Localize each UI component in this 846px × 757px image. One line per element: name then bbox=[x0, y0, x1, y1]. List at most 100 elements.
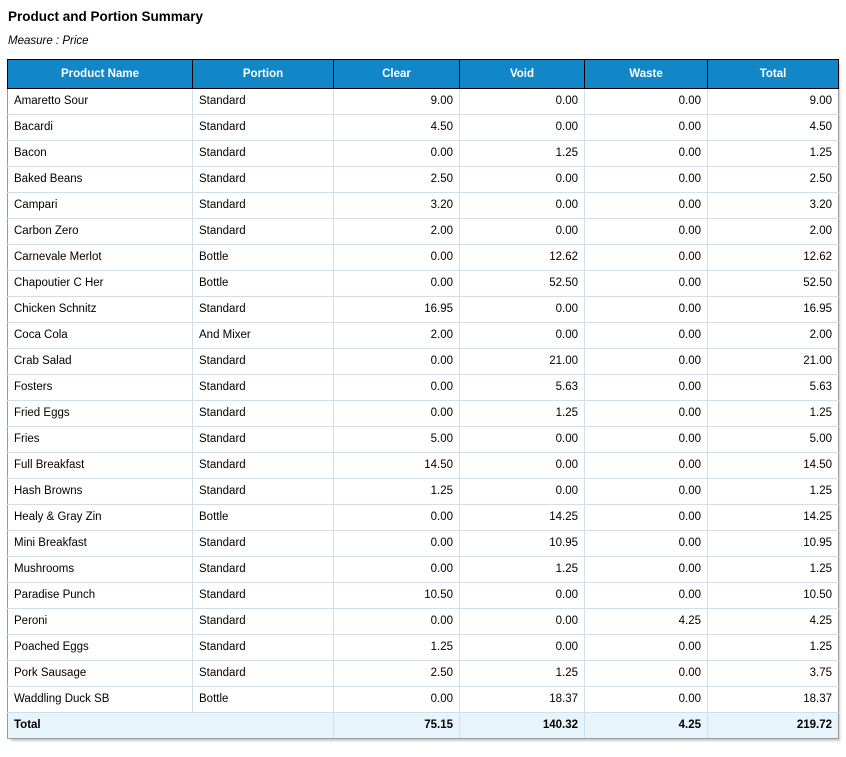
portion-cell: Standard bbox=[192, 192, 334, 219]
total-cell: 14.25 bbox=[707, 504, 839, 531]
table-body: Amaretto Sour Standard 9.00 0.00 0.00 9.… bbox=[7, 88, 839, 713]
waste-cell: 0.00 bbox=[584, 556, 708, 583]
total-cell: 5.00 bbox=[707, 426, 839, 453]
waste-cell: 0.00 bbox=[584, 504, 708, 531]
total-cell: 1.25 bbox=[707, 140, 839, 167]
portion-cell: Standard bbox=[192, 296, 334, 323]
waste-cell: 4.25 bbox=[584, 608, 708, 635]
waste-cell: 0.00 bbox=[584, 478, 708, 505]
waste-cell: 0.00 bbox=[584, 140, 708, 167]
waste-cell: 0.00 bbox=[584, 192, 708, 219]
waste-cell: 0.00 bbox=[584, 452, 708, 479]
clear-cell: 0.00 bbox=[333, 348, 460, 375]
total-total-value: 219.72 bbox=[707, 712, 839, 739]
void-cell: 14.25 bbox=[459, 504, 585, 531]
clear-cell: 0.00 bbox=[333, 686, 460, 713]
void-cell: 0.00 bbox=[459, 582, 585, 609]
void-cell: 0.00 bbox=[459, 166, 585, 193]
table-row: Coca Cola And Mixer 2.00 0.00 0.00 2.00 bbox=[7, 322, 839, 349]
table-row: Poached Eggs Standard 1.25 0.00 0.00 1.2… bbox=[7, 634, 839, 661]
product-name-cell: Carnevale Merlot bbox=[7, 244, 193, 271]
portion-cell: And Mixer bbox=[192, 322, 334, 349]
portion-cell: Standard bbox=[192, 582, 334, 609]
total-cell: 52.50 bbox=[707, 270, 839, 297]
product-name-cell: Bacardi bbox=[7, 114, 193, 141]
clear-cell: 2.00 bbox=[333, 218, 460, 245]
waste-cell: 0.00 bbox=[584, 400, 708, 427]
product-name-cell: Coca Cola bbox=[7, 322, 193, 349]
table-row: Fries Standard 5.00 0.00 0.00 5.00 bbox=[7, 426, 839, 453]
table-row: Campari Standard 3.20 0.00 0.00 3.20 bbox=[7, 192, 839, 219]
waste-cell: 0.00 bbox=[584, 426, 708, 453]
clear-cell: 0.00 bbox=[333, 374, 460, 401]
void-cell: 18.37 bbox=[459, 686, 585, 713]
total-cell: 14.50 bbox=[707, 452, 839, 479]
portion-cell: Standard bbox=[192, 426, 334, 453]
measure-label: Measure : Price bbox=[8, 35, 89, 47]
total-cell: 1.25 bbox=[707, 556, 839, 583]
portion-cell: Standard bbox=[192, 166, 334, 193]
waste-cell: 0.00 bbox=[584, 348, 708, 375]
product-name-cell: Hash Browns bbox=[7, 478, 193, 505]
portion-cell: Bottle bbox=[192, 244, 334, 271]
total-cell: 2.00 bbox=[707, 218, 839, 245]
product-name-cell: Crab Salad bbox=[7, 348, 193, 375]
column-header-waste: Waste bbox=[584, 59, 708, 89]
product-name-cell: Baked Beans bbox=[7, 166, 193, 193]
total-cell: 3.75 bbox=[707, 660, 839, 687]
product-name-cell: Bacon bbox=[7, 140, 193, 167]
total-cell: 1.25 bbox=[707, 400, 839, 427]
product-name-cell: Poached Eggs bbox=[7, 634, 193, 661]
product-name-cell: Fries bbox=[7, 426, 193, 453]
waste-cell: 0.00 bbox=[584, 322, 708, 349]
void-cell: 0.00 bbox=[459, 426, 585, 453]
clear-cell: 0.00 bbox=[333, 530, 460, 557]
product-name-cell: Chicken Schnitz bbox=[7, 296, 193, 323]
table-row: Bacon Standard 0.00 1.25 0.00 1.25 bbox=[7, 140, 839, 167]
table-row: Bacardi Standard 4.50 0.00 0.00 4.50 bbox=[7, 114, 839, 141]
product-name-cell: Fried Eggs bbox=[7, 400, 193, 427]
total-cell: 4.50 bbox=[707, 114, 839, 141]
clear-cell: 3.20 bbox=[333, 192, 460, 219]
portion-cell: Standard bbox=[192, 374, 334, 401]
total-waste-value: 4.25 bbox=[584, 712, 708, 739]
product-name-cell: Mini Breakfast bbox=[7, 530, 193, 557]
clear-cell: 9.00 bbox=[333, 88, 460, 115]
total-cell: 5.63 bbox=[707, 374, 839, 401]
product-name-cell: Fosters bbox=[7, 374, 193, 401]
clear-cell: 0.00 bbox=[333, 608, 460, 635]
product-name-cell: Carbon Zero bbox=[7, 218, 193, 245]
page-title: Product and Portion Summary bbox=[8, 9, 204, 24]
total-cell: 1.25 bbox=[707, 478, 839, 505]
product-name-cell: Full Breakfast bbox=[7, 452, 193, 479]
product-name-cell: Chapoutier C Her bbox=[7, 270, 193, 297]
clear-cell: 1.25 bbox=[333, 478, 460, 505]
void-cell: 0.00 bbox=[459, 218, 585, 245]
total-cell: 10.50 bbox=[707, 582, 839, 609]
void-cell: 1.25 bbox=[459, 400, 585, 427]
clear-cell: 0.00 bbox=[333, 504, 460, 531]
total-cell: 12.62 bbox=[707, 244, 839, 271]
void-cell: 1.25 bbox=[459, 140, 585, 167]
portion-cell: Standard bbox=[192, 88, 334, 115]
waste-cell: 0.00 bbox=[584, 166, 708, 193]
waste-cell: 0.00 bbox=[584, 114, 708, 141]
table-row: Mushrooms Standard 0.00 1.25 0.00 1.25 bbox=[7, 556, 839, 583]
column-header-product-name: Product Name bbox=[7, 59, 193, 89]
portion-cell: Bottle bbox=[192, 686, 334, 713]
clear-cell: 0.00 bbox=[333, 556, 460, 583]
clear-cell: 1.25 bbox=[333, 634, 460, 661]
waste-cell: 0.00 bbox=[584, 686, 708, 713]
void-cell: 0.00 bbox=[459, 88, 585, 115]
void-cell: 1.25 bbox=[459, 556, 585, 583]
void-cell: 0.00 bbox=[459, 478, 585, 505]
column-header-clear: Clear bbox=[333, 59, 460, 89]
clear-cell: 0.00 bbox=[333, 244, 460, 271]
column-header-portion: Portion bbox=[192, 59, 334, 89]
table-row: Healy & Gray Zin Bottle 0.00 14.25 0.00 … bbox=[7, 504, 839, 531]
table-row: Crab Salad Standard 0.00 21.00 0.00 21.0… bbox=[7, 348, 839, 375]
product-name-cell: Mushrooms bbox=[7, 556, 193, 583]
table-row: Chicken Schnitz Standard 16.95 0.00 0.00… bbox=[7, 296, 839, 323]
table-row: Carbon Zero Standard 2.00 0.00 0.00 2.00 bbox=[7, 218, 839, 245]
